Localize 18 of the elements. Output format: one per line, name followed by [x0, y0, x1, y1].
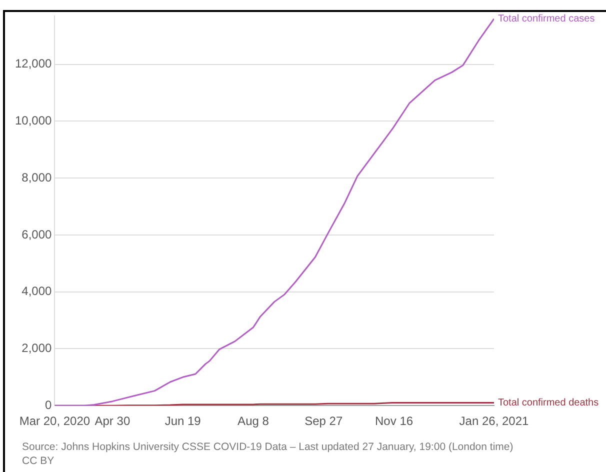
x-tick-label: Mar 20, 2020 [19, 414, 90, 428]
x-tick-label: Sep 27 [304, 414, 343, 428]
y-tick-label: 4,000 [22, 284, 52, 298]
source-note: Source: Johns Hopkins University CSSE COVID-19 Data – Last updated 27 January, 19:00 (London time) [22, 440, 514, 454]
x-tick-label: Nov 16 [375, 414, 414, 428]
x-tick-label: Apr 30 [94, 414, 130, 428]
y-tick-label: 8,000 [22, 170, 52, 184]
y-tick-label: 12,000 [15, 56, 52, 71]
text: CC BY [22, 454, 56, 468]
x-tick-label: Jun 19 [164, 414, 202, 428]
y-tick-label: 10,000 [15, 114, 52, 128]
x-tick-label: Jan 26, 2021 [459, 414, 530, 428]
series-label: Total confirmed cases [498, 14, 595, 25]
x-tick-label: Aug 8 [238, 414, 270, 428]
y-tick-label: 6,000 [22, 227, 52, 242]
series-label: Total confirmed deaths [498, 398, 599, 409]
y-tick-label: 0 [45, 398, 52, 412]
y-tick-label: 2,000 [22, 341, 52, 356]
